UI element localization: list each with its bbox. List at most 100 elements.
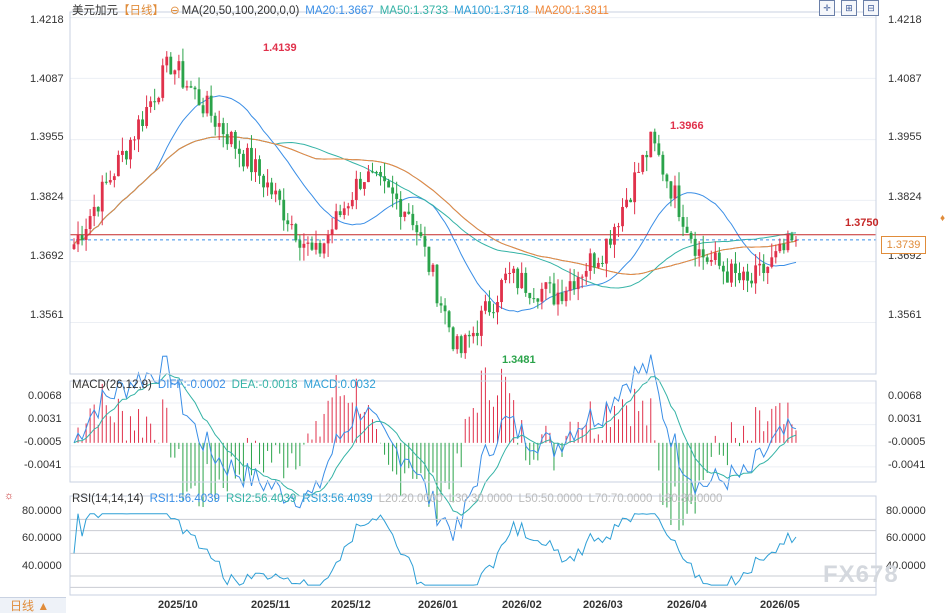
candle-body xyxy=(80,234,84,240)
candle-body xyxy=(556,292,560,305)
rsi3-value: RSI3:56.4039 xyxy=(302,493,373,505)
x-axis-label: 2026/03 xyxy=(583,599,623,611)
grid-lines xyxy=(70,17,876,323)
candle-body xyxy=(621,206,624,227)
candle-body xyxy=(568,281,572,291)
right-axis-label: 1.3824 xyxy=(888,191,922,203)
candle-body xyxy=(705,257,709,262)
candle-body xyxy=(387,181,391,188)
candle-body xyxy=(483,301,487,311)
candle-body xyxy=(161,65,165,98)
candle-body xyxy=(201,105,205,114)
candle-body xyxy=(677,185,681,218)
l70-value: L70:70.0000 xyxy=(588,493,653,505)
candle-body xyxy=(100,181,104,212)
candle-body xyxy=(391,187,395,194)
candle-body xyxy=(580,276,584,278)
candle-body xyxy=(246,147,249,167)
zoom-in-icon[interactable]: ⊞ xyxy=(841,0,857,16)
ma50-line xyxy=(73,136,797,289)
candle-body xyxy=(488,301,491,313)
rsi-settings-icon[interactable]: ☼ xyxy=(4,490,15,502)
candle-body xyxy=(221,123,225,135)
candle-body xyxy=(738,272,741,281)
period-toggle-button[interactable]: 日线 ▲ xyxy=(0,597,66,613)
candle-body xyxy=(439,303,443,306)
low-annotation-1: 1.3481 xyxy=(502,354,536,366)
candle-body xyxy=(205,95,209,114)
l20-value: L20:20.0000 xyxy=(378,493,443,505)
candle-body xyxy=(794,239,798,241)
diff-line xyxy=(73,354,797,541)
candle-body xyxy=(742,271,745,281)
left-axis-label: 1.4087 xyxy=(30,73,64,85)
alert-bell-icon[interactable]: ♦ xyxy=(940,213,946,224)
candle-body xyxy=(189,86,193,88)
candle-body xyxy=(108,180,112,183)
candle-body xyxy=(310,242,314,250)
candle-body xyxy=(383,176,386,182)
candle-body xyxy=(423,236,427,247)
crosshair-icon[interactable]: ✛ xyxy=(819,0,835,16)
candle-body xyxy=(572,281,576,290)
candle-body xyxy=(318,242,322,254)
macd-left-axis-label: 0.0068 xyxy=(28,390,62,402)
candle-body xyxy=(657,143,661,155)
l50-value: L50:50.0000 xyxy=(518,493,583,505)
left-axis-label: 1.4218 xyxy=(30,14,64,26)
rsi-line xyxy=(73,513,797,586)
candle-body xyxy=(137,119,140,140)
candle-body xyxy=(467,334,471,337)
candle-body xyxy=(229,131,233,145)
candle-body xyxy=(241,153,245,167)
candle-body xyxy=(286,220,290,225)
rsi-header: RSI(14,14,14) RSI1:56.4039 RSI2:56.4039 RSI… xyxy=(72,493,728,505)
candle-body xyxy=(786,233,790,251)
high-annotation-2: 1.3966 xyxy=(670,120,704,132)
candle-body xyxy=(540,288,544,302)
candle-body xyxy=(613,226,616,245)
candle-body xyxy=(326,234,330,244)
candle-body xyxy=(274,190,278,195)
ma-label: MA(20,50,100,200,0,0) xyxy=(181,5,300,17)
last-price-box: 1.3739 xyxy=(881,236,926,254)
candle-body xyxy=(443,305,447,312)
ma-settings-icon[interactable]: ⊖ xyxy=(170,5,180,17)
candle-body xyxy=(338,211,342,216)
candle-body xyxy=(367,171,370,183)
candle-body xyxy=(653,131,657,144)
rsi2-value: RSI2:56.4039 xyxy=(225,493,297,505)
candle-body xyxy=(346,206,350,209)
right-axis-label: 1.3955 xyxy=(888,131,922,143)
rsi-left-axis-label: 60.0000 xyxy=(22,532,62,544)
candle-body xyxy=(169,56,173,75)
right-axis-label: 1.4218 xyxy=(888,14,922,26)
candle-body xyxy=(399,199,403,217)
candle-body xyxy=(334,211,338,230)
candle-body xyxy=(209,95,213,116)
candle-body xyxy=(725,271,729,283)
candle-body xyxy=(665,174,669,182)
candle-body xyxy=(500,280,503,303)
candle-body xyxy=(750,280,754,284)
period-label[interactable]: 【日线】 xyxy=(118,5,164,17)
macd-right-axis-label: 0.0068 xyxy=(888,390,922,402)
candle-body xyxy=(145,107,149,126)
candle-body xyxy=(129,139,132,160)
ma200-value: MA200:1.3811 xyxy=(534,5,609,17)
candle-body xyxy=(270,182,274,195)
candle-body xyxy=(536,298,540,302)
candle-body xyxy=(617,226,620,228)
candle-body xyxy=(403,211,407,217)
candle-body xyxy=(713,252,717,261)
candle-body xyxy=(641,154,645,172)
candle-body xyxy=(463,334,467,354)
zoom-out-icon[interactable]: ⊟ xyxy=(863,0,879,16)
candle-body xyxy=(84,229,88,240)
candle-body xyxy=(193,87,197,90)
x-axis-label: 2026/05 xyxy=(760,599,800,611)
candle-body xyxy=(133,139,136,141)
right-axis-label: 1.4087 xyxy=(888,73,922,85)
candle-body xyxy=(217,123,221,127)
candle-body xyxy=(516,268,520,289)
